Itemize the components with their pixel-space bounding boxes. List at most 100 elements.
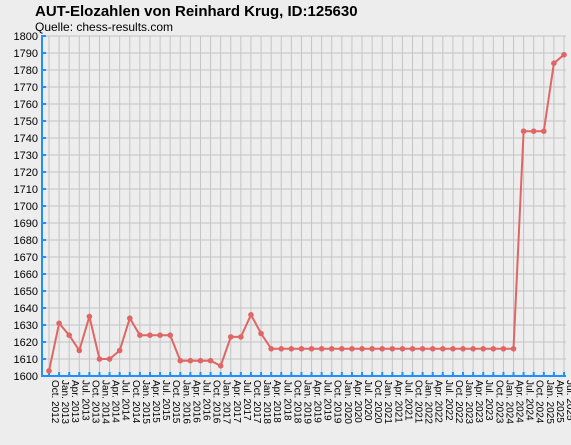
data-point — [207, 357, 214, 364]
data-point — [66, 332, 72, 339]
x-axis-ticks: Oct. 2012 Jan. 2013 Apr. 2013 Jul. 2013 Oct.… — [48, 372, 571, 424]
x-tick-label: Apr. 2017 — [231, 380, 242, 423]
y-tick-label: 1680 — [14, 235, 38, 247]
series-elo — [46, 51, 567, 374]
series-line — [48, 53, 565, 372]
y-tick-label: 1670 — [14, 252, 38, 264]
data-point — [298, 346, 305, 352]
x-tick-label: Jan. 2025 — [544, 380, 555, 424]
data-point — [288, 346, 295, 352]
x-tick-label: Oct. 2022 — [453, 380, 464, 424]
y-tick-label: 1730 — [14, 150, 38, 162]
y-tick-label: 1630 — [14, 320, 38, 332]
x-tick-label: Oct. 2016 — [211, 380, 222, 424]
x-tick-label: Jul. 2022 — [443, 380, 454, 421]
y-tick-label: 1610 — [14, 354, 38, 366]
data-point — [409, 346, 416, 352]
data-point — [227, 334, 234, 340]
y-tick-label: 1690 — [14, 218, 38, 230]
x-tick-label: Apr. 2023 — [473, 380, 484, 423]
data-point — [419, 346, 426, 352]
x-tick-label: Jul. 2021 — [402, 380, 413, 421]
data-point — [197, 357, 204, 364]
x-tick-label: Jan. 2013 — [59, 380, 70, 424]
x-tick-label: Jul. 2015 — [160, 380, 171, 421]
data-point — [56, 320, 62, 327]
x-tick-label: Jan. 2016 — [180, 380, 191, 424]
chart-title: AUT-Elozahlen von Reinhard Krug, ID:1256… — [35, 3, 358, 20]
y-tick-label: 1600 — [14, 371, 38, 383]
x-tick-label: Oct. 2014 — [130, 380, 141, 424]
data-point — [258, 330, 264, 337]
x-tick-label: Oct. 2019 — [332, 380, 343, 424]
data-point — [318, 346, 325, 352]
y-tick-label: 1770 — [14, 82, 38, 94]
y-tick-label: 1720 — [14, 167, 38, 179]
x-tick-label: Jul. 2024 — [524, 380, 535, 421]
x-tick-label: Apr. 2018 — [271, 380, 282, 423]
x-tick-label: Oct. 2013 — [89, 380, 100, 424]
data-point — [177, 357, 184, 364]
x-tick-label: Oct. 2015 — [170, 380, 181, 424]
x-tick-label: Jul. 2013 — [79, 380, 90, 421]
data-point — [96, 356, 103, 362]
data-point — [399, 346, 406, 352]
y-tick-label: 1660 — [14, 269, 38, 281]
x-tick-label: Jan. 2020 — [342, 380, 353, 424]
x-tick-label: Jul. 2023 — [483, 380, 494, 421]
data-point — [510, 346, 517, 352]
y-tick-label: 1650 — [14, 286, 38, 298]
data-point — [379, 346, 386, 352]
data-point — [76, 347, 83, 354]
data-point — [238, 334, 244, 340]
data-point — [450, 346, 456, 352]
x-tick-label: Jul. 2014 — [120, 380, 131, 421]
data-point — [268, 346, 274, 352]
x-tick-label: Oct. 2024 — [534, 380, 545, 424]
x-tick-label: Jan. 2023 — [463, 380, 474, 424]
data-point — [106, 356, 113, 362]
data-point — [429, 346, 436, 352]
data-point — [389, 346, 396, 352]
x-tick-label: Apr. 2020 — [352, 380, 363, 423]
y-tick-label: 1740 — [14, 133, 38, 145]
y-tick-label: 1700 — [14, 201, 38, 213]
x-tick-label: Jan. 2014 — [99, 380, 110, 424]
data-point — [157, 332, 163, 339]
y-tick-label: 1710 — [14, 184, 38, 196]
data-point — [86, 313, 93, 320]
x-tick-label: Jan. 2017 — [221, 380, 232, 424]
x-tick-label: Jul. 2018 — [281, 380, 292, 421]
data-point — [278, 346, 285, 352]
x-tick-label: Jul. 2025 — [564, 380, 571, 421]
x-tick-label: Oct. 2023 — [493, 380, 504, 424]
data-point — [187, 357, 194, 364]
y-axis-ticks: 1600 1610 1620 1630 1640 1650 1660 1670 1680 1690… — [14, 31, 46, 383]
x-tick-label: Oct. 2017 — [251, 380, 262, 424]
y-tick-label: 1640 — [14, 303, 38, 315]
x-tick-label: Jan. 2021 — [382, 380, 393, 424]
data-point — [440, 346, 446, 352]
x-tick-label: Apr. 2014 — [110, 380, 121, 423]
x-tick-label: Oct. 2020 — [372, 380, 383, 424]
data-point — [308, 346, 315, 352]
x-tick-label: Jul. 2020 — [362, 380, 373, 421]
y-tick-label: 1800 — [14, 31, 38, 43]
grid-lines — [42, 35, 566, 377]
x-tick-label: Apr. 2013 — [69, 380, 80, 423]
data-point — [126, 315, 133, 322]
data-point — [217, 363, 224, 369]
x-tick-label: Jan. 2024 — [503, 380, 514, 424]
x-tick-label: Jul. 2016 — [200, 380, 211, 421]
data-point — [520, 128, 527, 134]
x-tick-label: Oct. 2018 — [291, 380, 302, 424]
y-tick-label: 1760 — [14, 99, 38, 111]
y-tick-label: 1750 — [14, 116, 38, 128]
data-point — [167, 332, 173, 339]
y-tick-label: 1790 — [14, 48, 38, 60]
x-tick-label: Apr. 2019 — [312, 380, 323, 423]
data-point — [490, 346, 497, 352]
x-tick-label: Jan. 2018 — [261, 380, 272, 424]
data-point — [248, 312, 254, 318]
